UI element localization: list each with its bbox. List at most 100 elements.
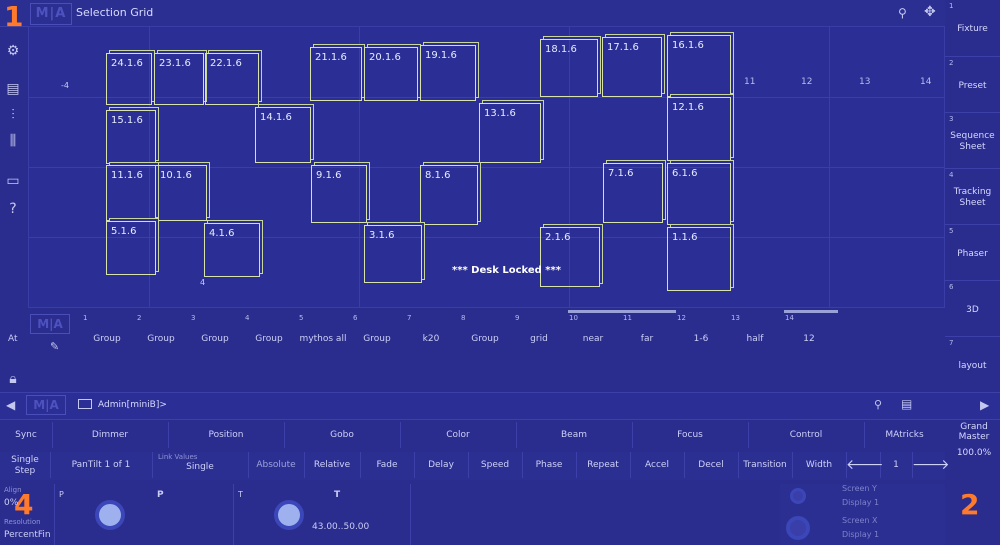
pool-item-7[interactable]: k20 (422, 334, 440, 344)
layer-delay[interactable]: Delay (414, 452, 469, 478)
fixture-cube[interactable]: 16.1.6 (667, 35, 731, 97)
resolution-value[interactable]: PercentFin (4, 530, 51, 540)
layer-width[interactable]: Width (792, 452, 847, 478)
fixture-cube[interactable]: 19.1.6 (420, 45, 476, 101)
fixture-cube[interactable]: 22.1.6 (205, 53, 259, 105)
title-bar: M|A Selection Grid ⚲ ✥ (0, 0, 1000, 27)
encoder-t-panel[interactable]: T T 43.00..50.00 (234, 484, 411, 545)
fixture-cube[interactable]: 5.1.6 (106, 221, 156, 275)
faders-icon[interactable]: ⫶ (11, 107, 15, 123)
layer-speed[interactable]: Speed (468, 452, 523, 478)
fixture-cube[interactable]: 12.1.6 (667, 97, 731, 161)
fixture-cube[interactable]: 11.1.6 (106, 165, 156, 221)
keyboard-icon[interactable] (78, 399, 92, 409)
pool-item-13[interactable]: half (746, 334, 764, 344)
fixture-cube[interactable]: 20.1.6 (364, 47, 418, 101)
feature-focus[interactable]: Focus (632, 422, 749, 448)
feature-beam[interactable]: Beam (516, 422, 633, 448)
pool-item-3[interactable]: Group (201, 334, 229, 344)
layer-phase[interactable]: Phase (522, 452, 577, 478)
right-arrow-icon[interactable]: ▶ (980, 398, 990, 412)
screen-y-value: Display 1 (842, 498, 880, 507)
gear-icon[interactable]: ⚙ (6, 43, 20, 59)
fixture-cube[interactable]: 10.1.6 (155, 165, 207, 221)
link-values-button[interactable]: Link Values Single (152, 452, 249, 478)
pool-item-2[interactable]: Group (147, 334, 175, 344)
pool-tool-icon[interactable]: ✎ (50, 340, 60, 353)
view-tracking-sheet-button[interactable]: 4 Tracking Sheet (945, 168, 1000, 224)
view-sequence-sheet-button[interactable]: 3 Sequence Sheet (945, 112, 1000, 168)
fixture-cube[interactable]: 18.1.6 (540, 39, 598, 97)
pool-item-10[interactable]: near (582, 334, 604, 344)
selection-grid-viewport[interactable]: 11 12 13 14 -4 4 24.1.6 23.1.6 22.1.6 21… (28, 26, 945, 308)
feature-gobo[interactable]: Gobo (284, 422, 401, 448)
screen-y-knob[interactable] (790, 488, 806, 504)
pool-item-9[interactable]: grid (530, 334, 548, 344)
layer-accel[interactable]: Accel (630, 452, 685, 478)
lock-icon[interactable]: 🔒︎ (9, 371, 17, 387)
fixture-cube[interactable]: 1.1.6 (667, 227, 731, 291)
page-next-button[interactable]: 🡒 (912, 457, 950, 473)
single-step-button[interactable]: Single Step (0, 452, 51, 478)
mode-absolute[interactable]: Absolute (248, 452, 305, 478)
left-arrow-icon[interactable]: ◀ (6, 398, 16, 412)
network-icon[interactable]: ⚲ (874, 398, 883, 411)
pantilt-button[interactable]: PanTilt 1 of 1 (50, 452, 153, 478)
view-layout-button[interactable]: 7 layout (945, 336, 1000, 392)
message-icon[interactable]: ▤ (901, 397, 913, 411)
fixture-cube[interactable]: 2.1.6 (540, 227, 600, 287)
feature-color[interactable]: Color (400, 422, 517, 448)
fixture-icon[interactable]: ⚲ (898, 6, 907, 20)
screen-x-knob[interactable] (786, 516, 810, 540)
pool-item-5[interactable]: mythos all (299, 334, 347, 344)
layers-icon[interactable]: ▤ (6, 81, 20, 97)
feature-matricks[interactable]: MAtricks (885, 430, 924, 440)
move-icon[interactable]: ✥ (924, 4, 936, 20)
view-preset-button[interactable]: 2 Preset (945, 56, 1000, 112)
grand-master[interactable]: Grand Master 100.0% (948, 422, 1000, 482)
fixture-cube[interactable]: 6.1.6 (667, 163, 731, 225)
pool-item-4[interactable]: Group (255, 334, 283, 344)
feature-dimmer[interactable]: Dimmer (52, 422, 169, 448)
page-prev-button[interactable]: 🡐 (846, 452, 884, 478)
fixture-cube[interactable]: 8.1.6 (420, 165, 478, 225)
view-3d-button[interactable]: 6 3D (945, 280, 1000, 336)
fixture-cube[interactable]: 21.1.6 (310, 47, 362, 101)
monitor-icon[interactable]: ▭ (6, 173, 20, 189)
layer-decel[interactable]: Decel (684, 452, 739, 478)
fixture-cube[interactable]: 4.1.6 (204, 223, 260, 277)
sliders-icon[interactable]: ⫼ (9, 133, 17, 149)
pool-item-12[interactable]: 1-6 (693, 334, 709, 344)
command-input[interactable]: Admin[miniB]> (98, 400, 167, 410)
view-fixture-button[interactable]: 1 Fixture (949, 2, 988, 34)
view-phaser-button[interactable]: 5 Phaser (945, 224, 1000, 280)
pool-item-11[interactable]: far (640, 334, 654, 344)
fixture-cube[interactable]: 14.1.6 (255, 107, 311, 163)
layer-repeat[interactable]: Repeat (576, 452, 631, 478)
mode-relative[interactable]: Relative (304, 452, 361, 478)
fixture-cube[interactable]: 13.1.6 (479, 103, 541, 163)
fixture-cube[interactable]: 15.1.6 (106, 110, 156, 164)
layer-fade[interactable]: Fade (360, 452, 415, 478)
window-title: Selection Grid (76, 6, 154, 19)
pool-item-8[interactable]: Group (471, 334, 499, 344)
pool-item-6[interactable]: Group (363, 334, 391, 344)
feature-control[interactable]: Control (748, 422, 865, 448)
layer-transition[interactable]: Transition (738, 452, 793, 478)
encoder-p-panel[interactable]: P P (54, 484, 234, 545)
pool-item-1[interactable]: Group (93, 334, 121, 344)
fixture-cube[interactable]: 3.1.6 (364, 225, 422, 283)
align-value[interactable]: 0% (4, 498, 19, 508)
feature-position[interactable]: Position (168, 422, 285, 448)
feature-sync[interactable]: Sync (0, 422, 53, 448)
fixture-cube[interactable]: 17.1.6 (602, 37, 662, 97)
encoder-p-knob[interactable] (95, 500, 125, 530)
encoder-t-knob[interactable] (274, 500, 304, 530)
fixture-cube[interactable]: 9.1.6 (311, 165, 367, 223)
pool-item-14[interactable]: 12 (803, 334, 815, 344)
page-number: 1 (880, 452, 913, 478)
help-icon[interactable]: ? (9, 201, 17, 217)
fixture-cube[interactable]: 23.1.6 (154, 53, 204, 105)
fixture-cube[interactable]: 7.1.6 (603, 163, 663, 223)
fixture-cube[interactable]: 24.1.6 (106, 53, 152, 105)
